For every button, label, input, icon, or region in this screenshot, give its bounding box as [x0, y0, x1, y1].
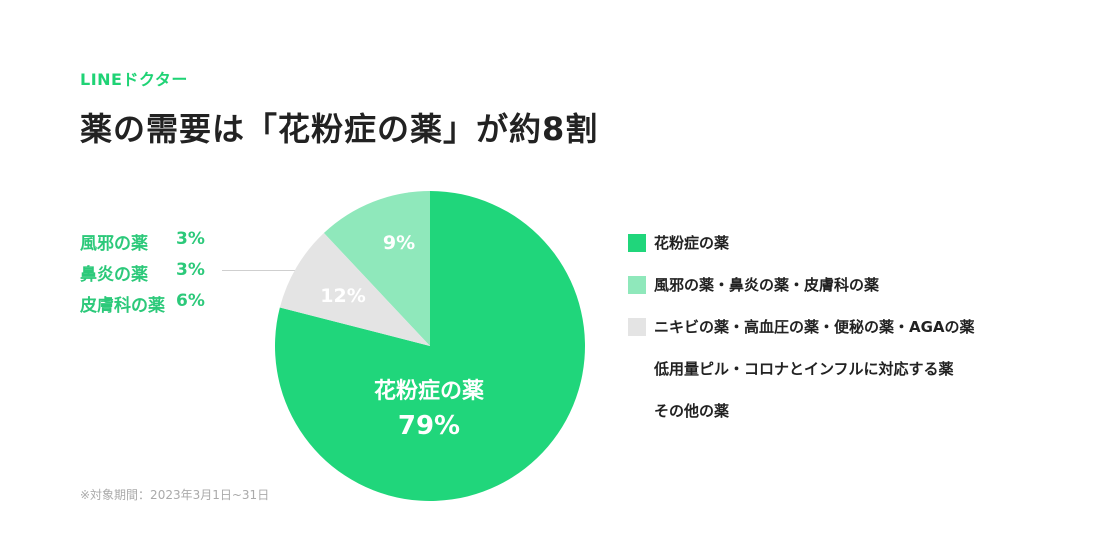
legend-label: ニキビの薬・高血圧の薬・便秘の薬・AGAの薬: [654, 318, 975, 336]
breakdown-label: 皮膚科の薬: [80, 296, 165, 316]
breakdown-list: 風邪の薬 3% 鼻炎の薬 3% 皮膚科の薬 6%: [80, 229, 220, 322]
breakdown-row-cold: 風邪の薬 3%: [80, 229, 220, 260]
footnote: ※対象期間：2023年3月1日~31日: [80, 488, 270, 502]
pie-slice-cold-group: [323, 191, 430, 346]
pie-label-hay-fever-value: 79%: [398, 411, 460, 441]
pie-slice-other: [279, 233, 430, 346]
legend-label: 花粉症の薬: [654, 234, 730, 252]
page-title: 薬の需要は「花粉症の薬」が約8割: [80, 110, 599, 148]
pie-label-cold-group-value: 12%: [320, 285, 365, 307]
breakdown-row-dermatology: 皮膚科の薬 6%: [80, 291, 220, 322]
legend-label: 風邪の薬・鼻炎の薬・皮膚科の薬: [654, 276, 880, 294]
legend-item-hay-fever: 花粉症の薬: [628, 232, 975, 274]
breakdown-label: 鼻炎の薬: [80, 265, 148, 285]
breakdown-label: 風邪の薬: [80, 234, 148, 254]
legend-subitem: その他の薬: [628, 400, 975, 442]
legend-swatch: [628, 276, 646, 294]
legend-swatch: [628, 234, 646, 252]
legend-item-other-group: ニキビの薬・高血圧の薬・便秘の薬・AGAの薬: [628, 316, 975, 358]
legend-label: その他の薬: [654, 402, 730, 420]
breakdown-value: 3%: [176, 260, 205, 280]
legend-swatch: [628, 318, 646, 336]
breakdown-value: 6%: [176, 291, 205, 311]
legend-item-cold-group: 風邪の薬・鼻炎の薬・皮膚科の薬: [628, 274, 975, 316]
pie-label-other-value: 9%: [383, 232, 415, 254]
breakdown-value: 3%: [176, 229, 205, 249]
breakdown-connector-line: [222, 270, 314, 271]
legend-subitem: 低用量ピル・コロナとインフルに対応する薬: [628, 358, 975, 400]
legend-label: 低用量ピル・コロナとインフルに対応する薬: [654, 360, 954, 378]
pie-label-hay-fever-name: 花粉症の薬: [374, 378, 484, 404]
brand-logo: LINEドクター: [80, 70, 188, 89]
breakdown-row-rhinitis: 鼻炎の薬 3%: [80, 260, 220, 291]
legend: 花粉症の薬 風邪の薬・鼻炎の薬・皮膚科の薬 ニキビの薬・高血圧の薬・便秘の薬・A…: [628, 232, 975, 442]
